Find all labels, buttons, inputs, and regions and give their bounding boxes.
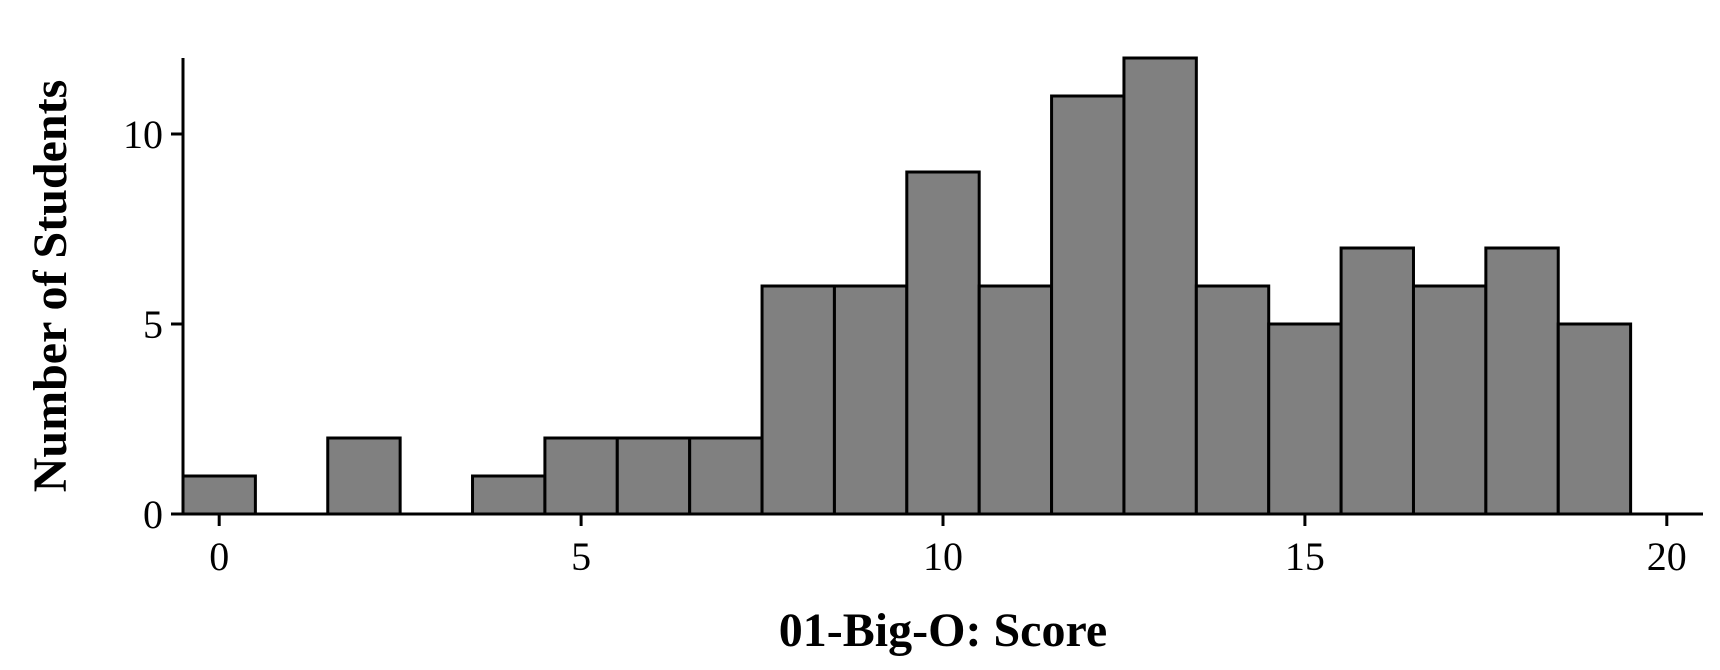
y-axis-label: Number of Students xyxy=(24,80,77,493)
y-tick-label: 5 xyxy=(143,302,163,347)
bar xyxy=(905,170,981,516)
bar xyxy=(760,284,836,516)
bar xyxy=(1484,246,1560,516)
x-tick-label: 5 xyxy=(571,534,591,579)
bar xyxy=(181,474,257,516)
bar xyxy=(832,284,909,516)
x-tick-label: 10 xyxy=(923,534,963,579)
bar xyxy=(1050,94,1126,516)
x-tick-label: 20 xyxy=(1647,534,1687,579)
bar xyxy=(688,436,764,516)
y-tick-label: 10 xyxy=(123,112,163,157)
bar xyxy=(1122,56,1198,516)
bar xyxy=(615,436,692,516)
bar xyxy=(977,284,1054,516)
x-tick-label: 0 xyxy=(209,534,229,579)
bar xyxy=(1556,322,1633,516)
bar xyxy=(1194,284,1271,516)
x-axis-label: 01-Big-O: Score xyxy=(779,604,1107,657)
bar xyxy=(1411,284,1488,516)
bar xyxy=(1339,246,1415,516)
y-tick-label: 0 xyxy=(143,492,163,537)
bar xyxy=(543,436,619,516)
bar xyxy=(1267,322,1343,516)
bar xyxy=(326,436,402,516)
bar xyxy=(471,474,547,516)
x-tick-label: 15 xyxy=(1285,534,1325,579)
